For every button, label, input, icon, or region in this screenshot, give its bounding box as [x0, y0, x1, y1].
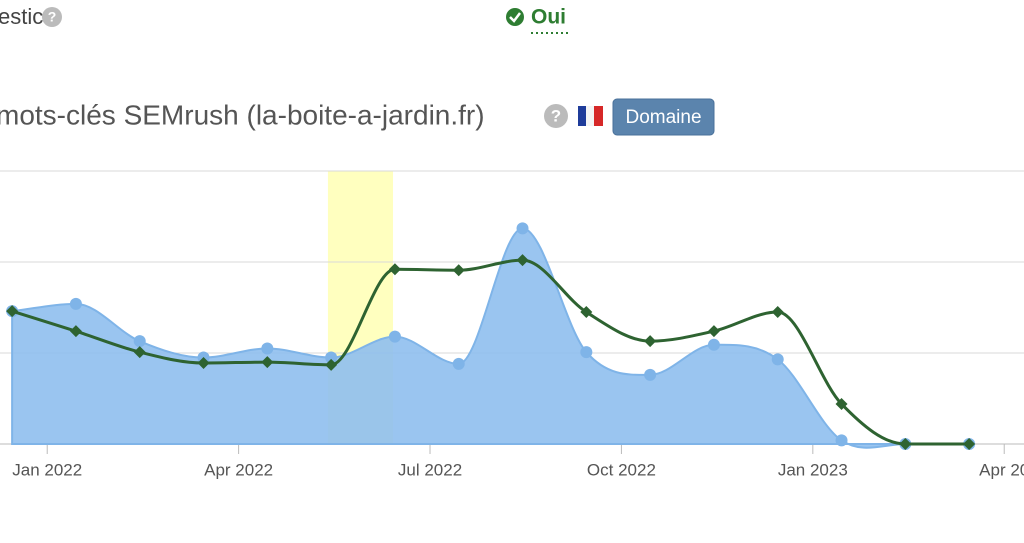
- domain-button[interactable]: Domaine: [612, 98, 715, 136]
- chart: Jan 2022 Apr 2022 Jul 2022 Oct 2022 Jan 2023…: [0, 170, 1024, 479]
- area-point: [325, 351, 338, 364]
- line-point: [325, 358, 338, 371]
- x-tick-label: Apr 2022: [204, 460, 273, 479]
- line-point: [388, 263, 401, 276]
- help-icon[interactable]: ?: [42, 7, 62, 27]
- line-point: [771, 306, 784, 319]
- line-point: [580, 306, 593, 319]
- help-icon[interactable]: ?: [544, 104, 568, 128]
- area-point: [261, 342, 274, 355]
- area-point: [133, 335, 146, 348]
- x-tick-label: Jan 2023: [778, 460, 848, 479]
- line-point: [835, 397, 848, 410]
- x-tick-label: Jan 2022: [12, 460, 82, 479]
- svg-text:?: ?: [48, 9, 57, 25]
- line-point: [644, 335, 657, 348]
- line-point: [6, 305, 19, 318]
- line-point: [133, 346, 146, 359]
- area-point: [835, 434, 848, 447]
- check-icon: [506, 8, 524, 26]
- line-point: [707, 325, 720, 338]
- source-label: estic: [0, 4, 43, 29]
- area-point: [644, 368, 657, 381]
- status: Oui: [531, 6, 566, 29]
- area-point: [580, 346, 593, 359]
- x-tick-label: Jul 2022: [398, 460, 462, 479]
- area-point: [707, 338, 720, 351]
- area-point: [452, 357, 465, 370]
- area-point: [388, 330, 401, 343]
- line-point: [261, 356, 274, 369]
- area-point: [516, 222, 529, 235]
- section-title: mots-clés SEMrush (la-boite-a-jardin.fr): [0, 99, 485, 130]
- button-label[interactable]: Domaine: [625, 107, 701, 128]
- area-point: [771, 353, 784, 366]
- line-point: [899, 438, 912, 450]
- x-tick-label: Oct 2022: [587, 460, 656, 479]
- x-tick-label: Apr 20: [979, 460, 1024, 479]
- area: [11, 227, 970, 449]
- svg-text:?: ?: [551, 106, 561, 125]
- line-point: [516, 254, 529, 267]
- line-point: [452, 264, 465, 277]
- line-point: [963, 438, 976, 450]
- area-point: [69, 297, 82, 310]
- flag-fr: [578, 106, 603, 126]
- line-point: [197, 357, 210, 370]
- line-point: [69, 325, 82, 338]
- line: [11, 258, 970, 446]
